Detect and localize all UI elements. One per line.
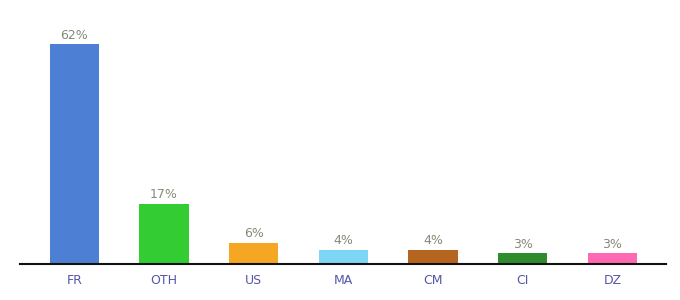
Bar — [229, 243, 278, 264]
Text: 3%: 3% — [513, 238, 532, 251]
Bar — [139, 204, 189, 264]
Text: 62%: 62% — [61, 29, 88, 42]
Text: 4%: 4% — [333, 234, 354, 248]
Bar — [319, 250, 368, 264]
Text: 4%: 4% — [423, 234, 443, 248]
Bar — [50, 44, 99, 264]
Bar — [498, 254, 547, 264]
Bar — [588, 254, 637, 264]
Text: 6%: 6% — [244, 227, 264, 240]
Text: 17%: 17% — [150, 188, 178, 201]
Text: 3%: 3% — [602, 238, 622, 251]
Bar — [409, 250, 458, 264]
